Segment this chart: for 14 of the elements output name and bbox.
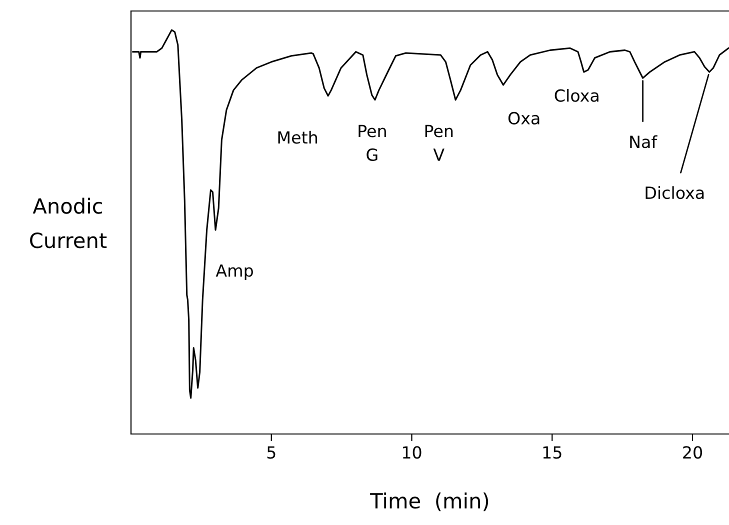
x-axis-title: Time (min) xyxy=(370,492,488,512)
x-tick-label: 5 xyxy=(267,446,276,459)
annotation: Meth xyxy=(278,130,317,144)
x-tick-label: 15 xyxy=(543,446,562,459)
annotation: Pen V xyxy=(425,124,453,161)
x-tick-label: 10 xyxy=(402,446,422,459)
annotation: Naf xyxy=(630,135,658,148)
annotation: Pen G xyxy=(358,124,386,162)
x-tick-label: 20 xyxy=(683,446,702,459)
annotation: Cloxa xyxy=(554,88,598,102)
y-axis-title: Anodic Current xyxy=(30,198,107,248)
annotation: Amp xyxy=(216,264,253,280)
annotation: Oxa xyxy=(508,112,540,124)
annotation: Dicloxa xyxy=(646,186,704,200)
